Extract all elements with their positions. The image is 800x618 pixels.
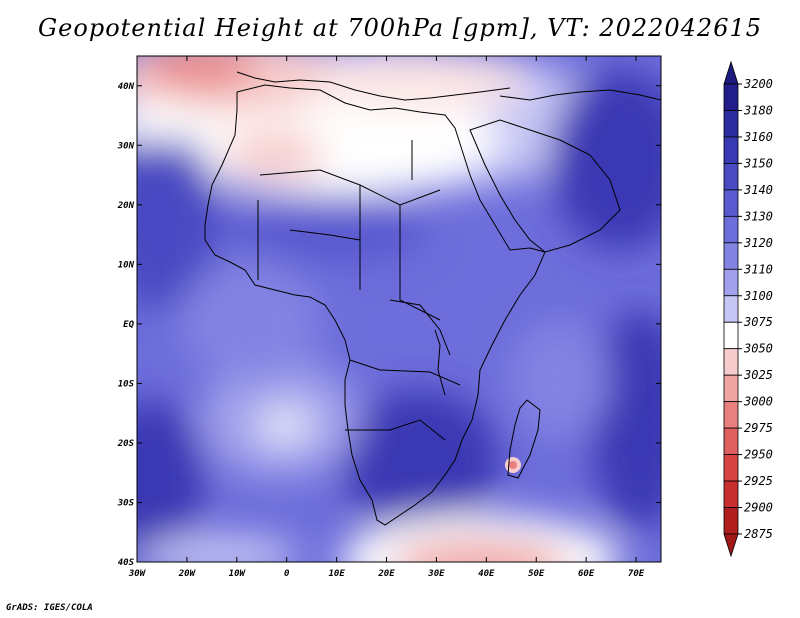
lat-tick-label: EQ <box>123 320 134 330</box>
colorbar-swatch <box>723 83 739 111</box>
lat-tick-label: 20S <box>117 439 135 449</box>
map-title: Geopotential Height at 700hPa [gpm], VT:… <box>38 14 762 42</box>
lat-tick-label: 20N <box>117 201 135 211</box>
colorbar-bottom-arrow <box>723 533 739 558</box>
colorbar-swatch <box>723 401 739 429</box>
colorbar-swatch <box>723 374 739 403</box>
lon-tick-label: 20E <box>377 569 395 579</box>
colorbar-swatch <box>723 215 739 244</box>
lon-tick-label: 20W <box>178 569 197 579</box>
height-field <box>137 56 661 562</box>
colorbar-swatch <box>723 163 739 191</box>
colorbar-level-label: 3180 <box>743 103 773 117</box>
colorbar-swatch <box>723 321 739 350</box>
colorbar-swatch <box>723 348 739 376</box>
lon-tick-label: 40E <box>478 569 495 579</box>
colorbar-swatch <box>723 268 739 297</box>
lon-tick-label: 0 <box>284 569 290 579</box>
lat-tick-label: 30S <box>117 498 135 508</box>
map-frame <box>136 55 662 563</box>
colorbar-level-label: 3110 <box>743 262 773 276</box>
lon-tick-label: 50E <box>528 569 545 579</box>
lon-tick-label: 10W <box>229 569 247 579</box>
colorbar-swatch <box>723 507 739 535</box>
lon-tick-label: 70E <box>628 569 645 579</box>
lon-tick-label: 30W <box>128 569 147 579</box>
colorbar-level-label: 3130 <box>743 209 773 223</box>
colorbar-swatch <box>723 295 739 323</box>
colorbar-swatch <box>723 454 739 482</box>
lat-tick-label: 40N <box>118 82 135 92</box>
colorbar-level-label: 2875 <box>744 527 773 541</box>
colorbar-legend: 3200 3180 3160 3150 3140 3130 3120 3110 3100 3075… <box>723 60 773 558</box>
colorbar-level-label: 3200 <box>743 77 773 91</box>
lon-tick-label: 10E <box>328 569 345 579</box>
colorbar-level-label: 3140 <box>743 183 773 197</box>
colorbar-swatch <box>723 480 739 508</box>
lat-tick-label: 30N <box>117 141 135 151</box>
colorbar-swatch <box>723 242 739 270</box>
lat-tick-label: 10N <box>118 260 135 270</box>
latitude-axis: 40N 30N 20N 10N EQ 10S 20S 30S 40S <box>117 82 661 568</box>
colorbar-swatch <box>723 110 739 138</box>
colorbar-level-label: 3150 <box>743 156 773 170</box>
colorbar-level-label: 3050 <box>743 342 773 356</box>
colorbar-level-label: 3160 <box>743 130 773 144</box>
colorbar-level-label: 3000 <box>743 395 773 409</box>
colorbar-level-label: 2975 <box>744 421 773 435</box>
colorbar-swatch <box>723 427 739 455</box>
colorbar-level-label: 3075 <box>743 315 773 329</box>
colorbar-swatch <box>723 189 739 217</box>
lon-tick-label: 30E <box>427 569 445 579</box>
colorbar-level-label: 2950 <box>744 448 773 462</box>
colorbar-swatch <box>723 136 739 164</box>
colorbar-top-arrow <box>723 60 739 85</box>
colorbar-level-label: 3025 <box>743 368 773 382</box>
colorbar-level-label: 2900 <box>744 501 773 515</box>
coastlines <box>204 71 661 526</box>
longitude-axis: 30W 20W 10W 0 10E 20E 30E 40E 50E 60E 70E <box>128 56 645 579</box>
colorbar-level-label: 3120 <box>743 236 773 250</box>
colorbar-level-label: 3100 <box>743 289 773 303</box>
lat-tick-label: 10S <box>118 379 135 389</box>
lon-tick-label: 60E <box>578 569 595 579</box>
grads-credit: GrADS: IGES/COLA <box>6 603 93 613</box>
colorbar-level-label: 2925 <box>744 474 773 488</box>
lat-tick-label: 40S <box>118 558 135 568</box>
